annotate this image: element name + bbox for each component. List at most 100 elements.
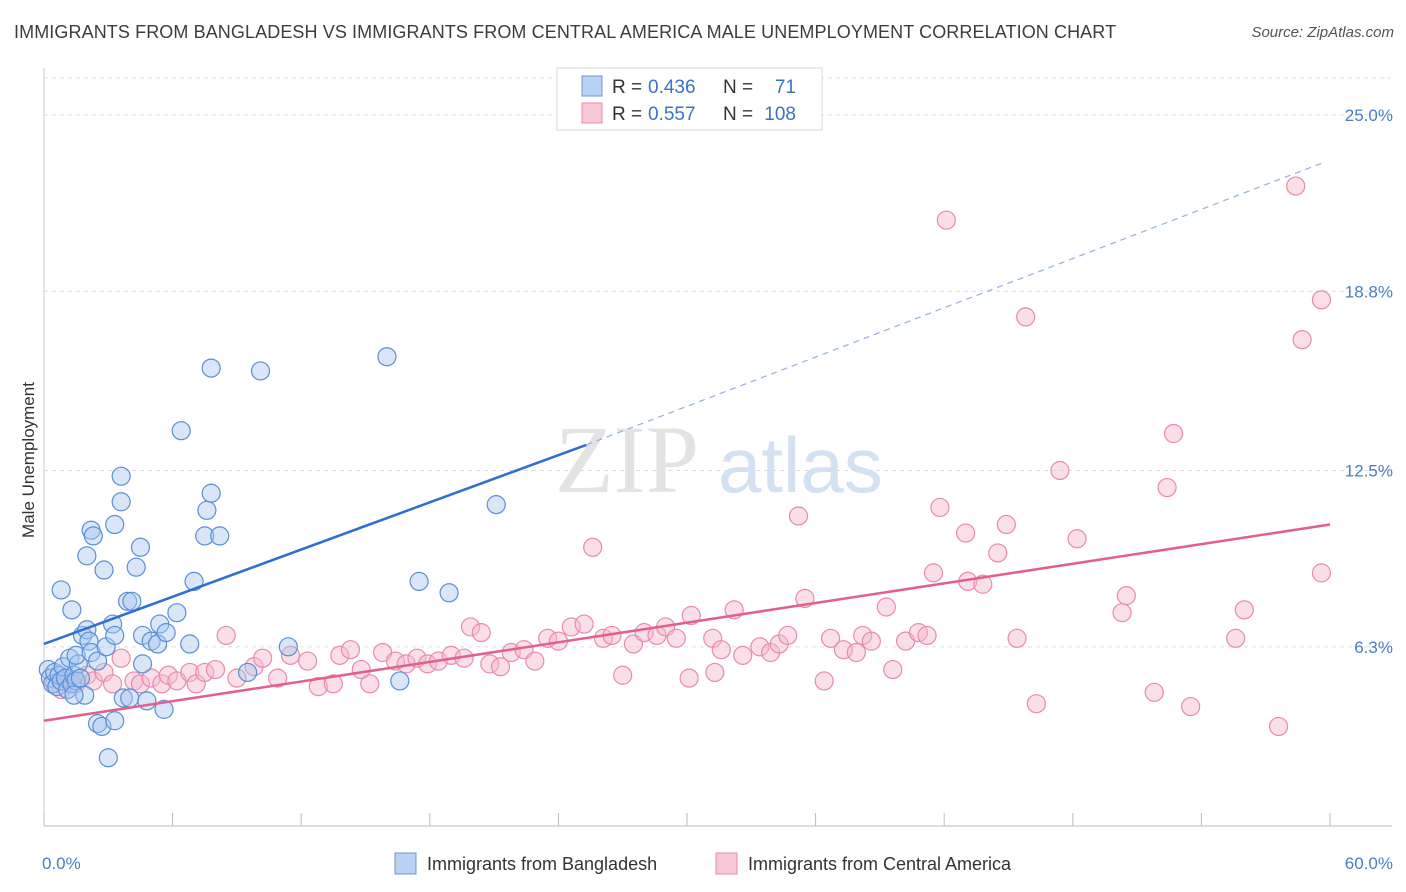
central-america-point-66 — [733, 645, 753, 665]
legend-n-label-1: N = — [723, 77, 753, 98]
central-america-point-59 — [666, 628, 686, 648]
y-tick-label-3: 25.0% — [1345, 106, 1393, 125]
bangladesh-point-58 — [278, 637, 298, 657]
y-axis-label: Male Unemployment — [19, 382, 38, 538]
central-america-point-70 — [778, 625, 798, 646]
bangladesh-point-69 — [64, 685, 84, 705]
central-america-point-80 — [883, 659, 903, 680]
central-america-point-50 — [574, 614, 594, 634]
axes — [43, 68, 1392, 827]
trend-lines — [43, 162, 1331, 723]
bangladesh-point-46 — [184, 571, 204, 592]
bangladesh-point-15 — [70, 668, 91, 688]
central-america-point-41 — [471, 623, 491, 643]
central-america-point-19 — [216, 625, 236, 646]
bangladesh-point-55 — [439, 583, 459, 603]
legend-n-value-2: 108 — [764, 104, 796, 125]
bangladesh-point-35 — [122, 591, 142, 611]
central-america-point-17 — [195, 662, 215, 683]
central-america-point-54 — [613, 665, 633, 685]
central-america-point-20 — [227, 668, 247, 688]
central-america-point-85 — [930, 497, 950, 518]
central-america-point-42 — [480, 654, 500, 674]
bangladesh-point-59 — [390, 671, 410, 691]
central-america-point-96 — [1067, 529, 1087, 549]
central-america-point-40 — [460, 617, 481, 637]
central-america-point-71 — [788, 506, 809, 526]
central-america-point-7 — [102, 674, 123, 694]
central-america-point-64 — [711, 640, 731, 660]
bangladesh-point-63 — [105, 711, 125, 731]
central-america-point-8 — [111, 648, 131, 668]
central-america-point-22 — [253, 648, 273, 668]
central-america-point-31 — [360, 674, 380, 694]
bangladesh-point-57 — [238, 662, 258, 683]
central-america-point-61 — [681, 605, 701, 626]
bangladesh-point-54 — [409, 571, 429, 592]
legend-swatch-pink — [581, 102, 603, 124]
bangladesh-point-70 — [210, 526, 230, 546]
bangladesh-point-30 — [105, 625, 125, 646]
central-america-point-18 — [205, 659, 226, 680]
central-america-point-51 — [583, 537, 603, 557]
legend-r-value-2: 0.557 — [648, 104, 696, 125]
central-america-point-78 — [861, 631, 881, 651]
central-america-point-102 — [1181, 696, 1201, 717]
grid — [44, 77, 1390, 648]
legend-r-label-2: R = — [612, 104, 642, 125]
bangladesh-trend-extension — [586, 162, 1322, 446]
central-america-point-63 — [705, 662, 725, 683]
legend-r-label-1: R = — [612, 77, 642, 98]
bangladesh-point-65 — [120, 688, 140, 708]
bangladesh-point-34 — [117, 591, 138, 611]
central-america-trend-line — [43, 523, 1331, 723]
bangladesh-point-56 — [486, 495, 506, 515]
bangladesh-point-17 — [62, 600, 82, 620]
bangladesh-point-45 — [180, 634, 200, 654]
central-america-point-97 — [1112, 603, 1132, 623]
bangladesh-point-26 — [94, 560, 114, 580]
bottom-legend-swatch-blue — [394, 852, 417, 875]
central-america-point-67 — [750, 637, 770, 657]
legend-n-label-2: N = — [723, 104, 753, 125]
central-america-point-105 — [1268, 716, 1289, 737]
bottom-legend: Immigrants from Bangladesh Immigrants fr… — [394, 852, 1012, 875]
bangladesh-point-49 — [201, 483, 221, 503]
bangladesh-trend-line — [43, 443, 587, 646]
bottom-legend-label-bangladesh: Immigrants from Bangladesh — [427, 854, 657, 874]
chart-title: IMMIGRANTS FROM BANGLADESH VS IMMIGRANTS… — [14, 22, 1117, 42]
legend-r-value-1: 0.436 — [648, 77, 696, 98]
central-america-point-99 — [1144, 682, 1164, 702]
central-america-point-107 — [1292, 330, 1312, 350]
bottom-legend-swatch-pink — [715, 852, 738, 875]
central-america-point-93 — [1016, 307, 1036, 327]
bangladesh-point-32 — [111, 466, 131, 486]
bottom-legend-label-central-america: Immigrants from Central America — [748, 854, 1012, 874]
source-label: Source: ZipAtlas.com — [1251, 24, 1394, 41]
y-tick-label-1: 12.5% — [1345, 461, 1393, 480]
x-tick-label-0: 0.0% — [42, 854, 81, 873]
legend-n-value-1: 71 — [775, 77, 796, 98]
central-america-point-84 — [923, 563, 944, 583]
central-america-point-98 — [1116, 586, 1136, 606]
bangladesh-point-47 — [195, 526, 215, 546]
bangladesh-point-18 — [66, 645, 86, 665]
bangladesh-point-51 — [201, 358, 221, 378]
central-america-point-92 — [1007, 628, 1027, 648]
central-america-point-46 — [525, 651, 545, 671]
bangladesh-point-16 — [51, 580, 71, 600]
central-america-point-103 — [1226, 628, 1246, 648]
y-tick-labels: 6.3% 12.5% 18.8% 25.0% — [1345, 106, 1393, 657]
central-america-point-73 — [814, 671, 834, 691]
bangladesh-point-48 — [197, 500, 217, 520]
bangladesh-point-52 — [250, 361, 271, 381]
y-tick-label-0: 6.3% — [1354, 638, 1393, 657]
bangladesh-point-31 — [105, 514, 125, 535]
central-america-point-109 — [1311, 563, 1332, 583]
central-america-point-28 — [330, 645, 350, 665]
watermark: ZIP atlas — [555, 406, 883, 513]
central-america-point-74 — [821, 628, 841, 648]
legend-swatch-blue — [581, 75, 603, 97]
central-america-point-27 — [323, 674, 343, 694]
x-tick-labels: 0.0% 60.0% — [42, 854, 1393, 873]
